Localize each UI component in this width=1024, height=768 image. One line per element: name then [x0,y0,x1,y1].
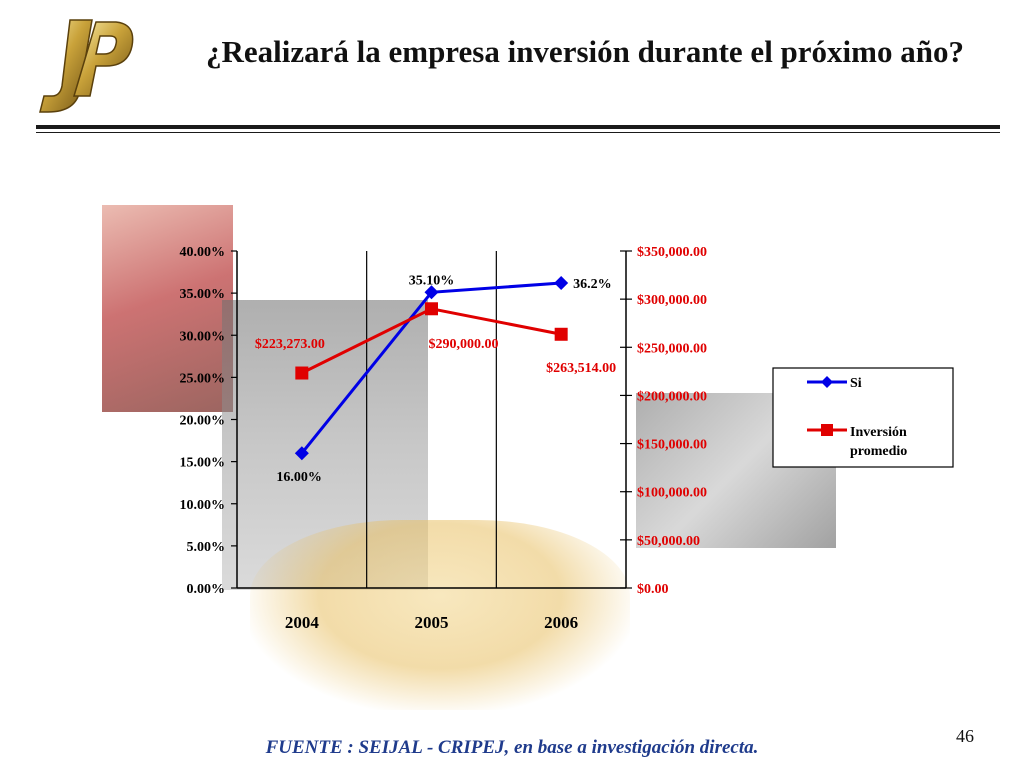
right-axis-tick-label: $100,000.00 [637,486,707,501]
series-inversion-data-label: $263,514.00 [546,361,616,376]
left-axis-tick-label: 30.00% [180,329,226,344]
left-axis-tick-label: 15.00% [180,456,226,471]
chart-series [294,276,569,461]
left-axis-tick-label: 5.00% [187,540,226,555]
left-axis-tick-label: 10.00% [180,498,226,513]
series-si-data-label: 36.2% [573,277,612,292]
right-axis-tick-label: $50,000.00 [637,534,700,549]
chart-grid [366,251,497,588]
series-si-point [554,276,569,291]
page-number: 46 [956,726,974,746]
chart-legend: Si Inversión promedio [772,367,954,468]
right-axis-tick-label: $300,000.00 [637,293,707,308]
left-axis-tick-label: 0.00% [187,582,226,597]
background-photo-bottom [250,520,630,710]
legend-box [772,367,954,468]
series-si-point [424,285,439,300]
chart-data-labels: 16.00% 35.10% 36.2% $223,273.00 $290,000.00 $… [255,273,616,485]
background-photo-left [102,205,233,412]
series-si-data-label: 16.00% [276,470,322,485]
right-axis-tick-label: $250,000.00 [637,341,707,356]
left-axis-tick-label: 20.00% [180,414,226,429]
right-axis-tick-label: $150,000.00 [637,438,707,453]
slide-title: ¿Realizará la empresa inversión durante … [205,34,964,69]
title-divider-thick [36,125,1000,129]
x-axis-tick-label: 2006 [544,613,578,632]
legend-si-marker [821,376,833,388]
left-axis-tick-label: 35.00% [180,287,226,302]
company-logo [30,12,140,120]
x-axis-tick-label: 2004 [285,613,320,632]
series-inversion-data-label: $223,273.00 [255,337,325,352]
series-si-data-label: 35.10% [409,273,455,288]
left-axis-tick-label: 40.00% [180,245,226,260]
left-axis-tick-label: 25.00% [180,371,226,386]
right-axis-tick-label: $200,000.00 [637,389,707,404]
source-note: FUENTE : SEIJAL - CRIPEJ, en base a inve… [265,737,759,758]
legend-inversion-label: Inversión promedio [850,425,907,459]
series-si-point [294,446,309,461]
right-axis-tick-label: $0.00 [637,582,669,597]
series-inversion-data-label: $290,000.00 [429,337,499,352]
legend-inversion-marker [821,424,833,436]
title-divider-thin [36,132,1000,133]
chart-axes: 0.00% 5.00% 10.00% 15.00% 20.00% 25.00% 30.00%… [180,245,708,632]
x-axis-tick-label: 2005 [415,613,449,632]
right-axis-tick-label: $350,000.00 [637,245,707,260]
series-inversion-point [425,302,438,316]
series-inversion-point [554,327,568,341]
legend-si-label: Si [850,376,862,391]
series-inversion-point [295,366,309,380]
